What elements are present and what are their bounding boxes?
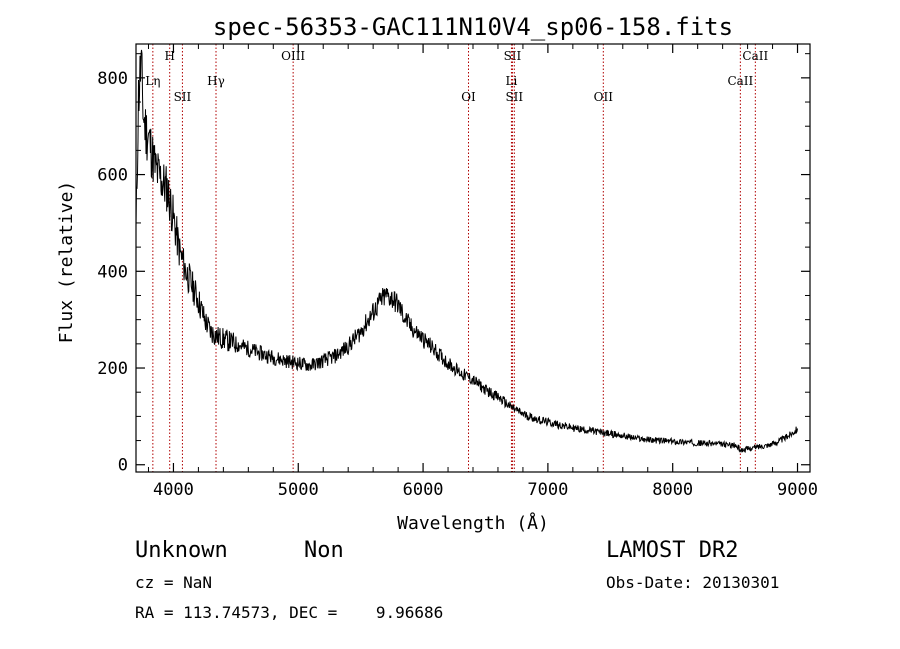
cz-value: cz = NaN [135, 573, 213, 592]
spectral-line-label: CaII [727, 74, 753, 88]
spectral-line-label: SII [505, 90, 523, 104]
plot-frame [135, 43, 811, 473]
y-tick-label: 0 [118, 456, 128, 476]
x-tick-label: 7000 [527, 480, 568, 500]
spectral-line-label: SII [174, 90, 192, 104]
x-tick-label: 5000 [278, 480, 319, 500]
spectral-line-label: Lη [145, 74, 160, 88]
spectral-line-label: CaII [742, 49, 768, 63]
spectral-line-label: Li [506, 74, 518, 88]
coordinates: RA = 113.74573, DEC = 9.96686 [135, 603, 444, 622]
x-tick-label: 8000 [652, 480, 693, 500]
x-tick-label: 9000 [777, 480, 818, 500]
y-tick-label: 200 [97, 359, 128, 379]
y-tick-label: 600 [97, 166, 128, 186]
spectral-line-label: Hγ [207, 74, 225, 88]
x-tick-label: 4000 [153, 480, 194, 500]
spectral-line-markers: Lη H SII Hγ OIII OI SII Li SII OII CaII CaII [145, 44, 768, 472]
spectral-line-label: OIII [281, 49, 305, 63]
survey-name: LAMOST DR2 [606, 538, 739, 563]
spectral-line-label: OI [461, 90, 476, 104]
chart-title: spec-56353-GAC111N10V4_sp06-158.fits [213, 13, 733, 41]
obs-date: Obs-Date: 20130301 [606, 573, 780, 592]
y-axis-label: Flux (relative) [56, 181, 77, 344]
y-tick-label: 400 [97, 262, 128, 282]
spectral-line-label: OII [594, 90, 614, 104]
x-tick-label: 6000 [403, 480, 444, 500]
x-axis: 4000 5000 6000 7000 8000 9000 [147, 44, 818, 500]
spectral-line-label: H [164, 49, 174, 63]
spectrum-line [135, 49, 798, 453]
spectral-line-label: SII [504, 49, 522, 63]
y-tick-label: 800 [97, 69, 128, 89]
object-subclass: Non [304, 538, 344, 563]
object-class: Unknown [135, 538, 228, 563]
x-axis-label: Wavelength (Å) [397, 512, 549, 534]
y-axis: 0 200 400 600 800 [97, 53, 810, 476]
spectrum-series [135, 49, 798, 453]
